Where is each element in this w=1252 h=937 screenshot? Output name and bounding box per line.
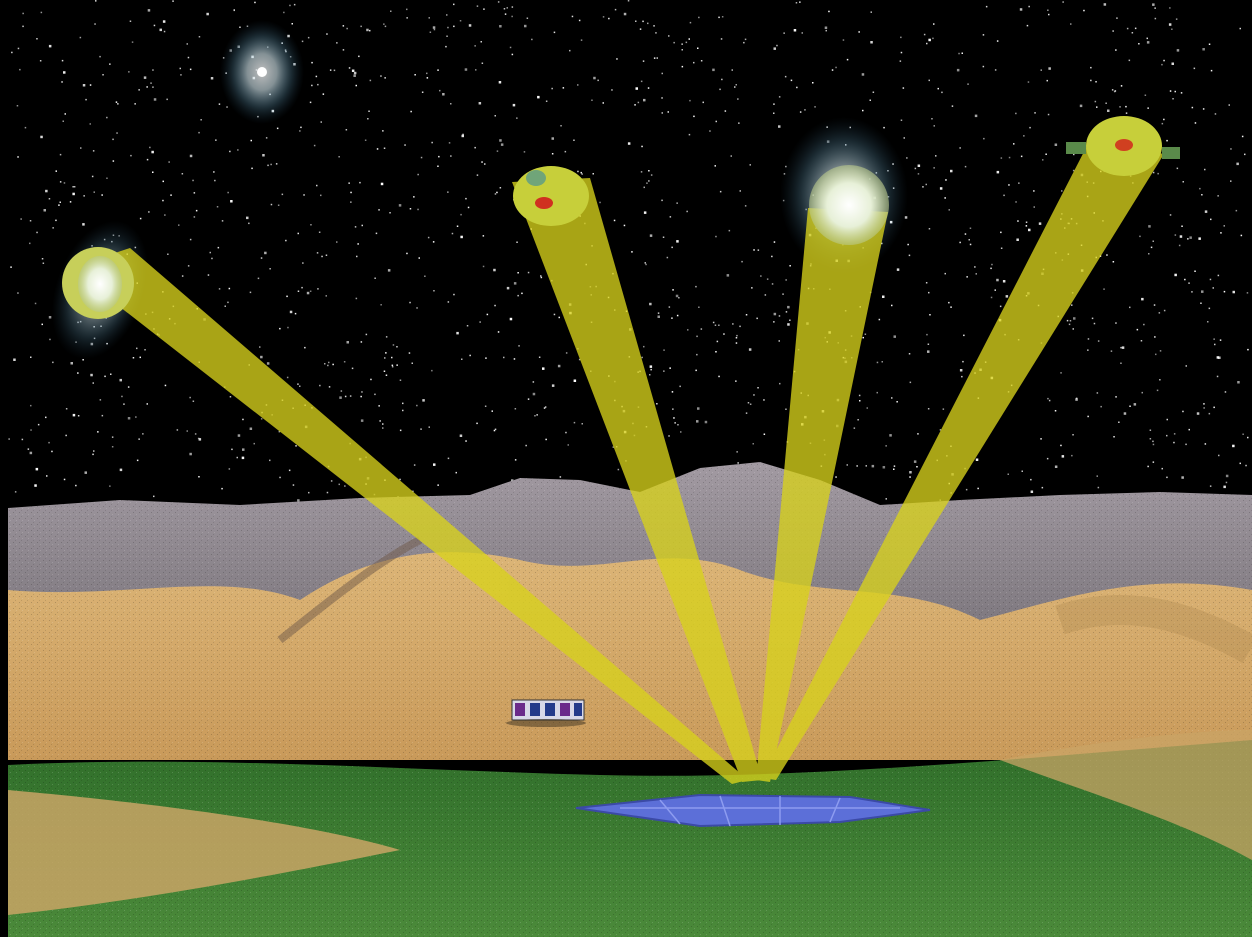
satellite-2	[513, 166, 589, 226]
power-beam-1	[70, 248, 748, 784]
sand-patch-right	[1000, 730, 1252, 860]
sand-patch-left	[8, 790, 400, 915]
rectenna-array	[575, 793, 931, 828]
satellite-3	[809, 165, 889, 245]
power-beam-2	[512, 178, 762, 782]
ground-station-building	[506, 699, 586, 727]
power-beam-4	[762, 140, 1164, 780]
power-beam-3	[756, 208, 888, 782]
galaxy-top-left	[220, 20, 304, 124]
satellite-1	[62, 247, 134, 319]
satellite-4	[1066, 116, 1180, 176]
